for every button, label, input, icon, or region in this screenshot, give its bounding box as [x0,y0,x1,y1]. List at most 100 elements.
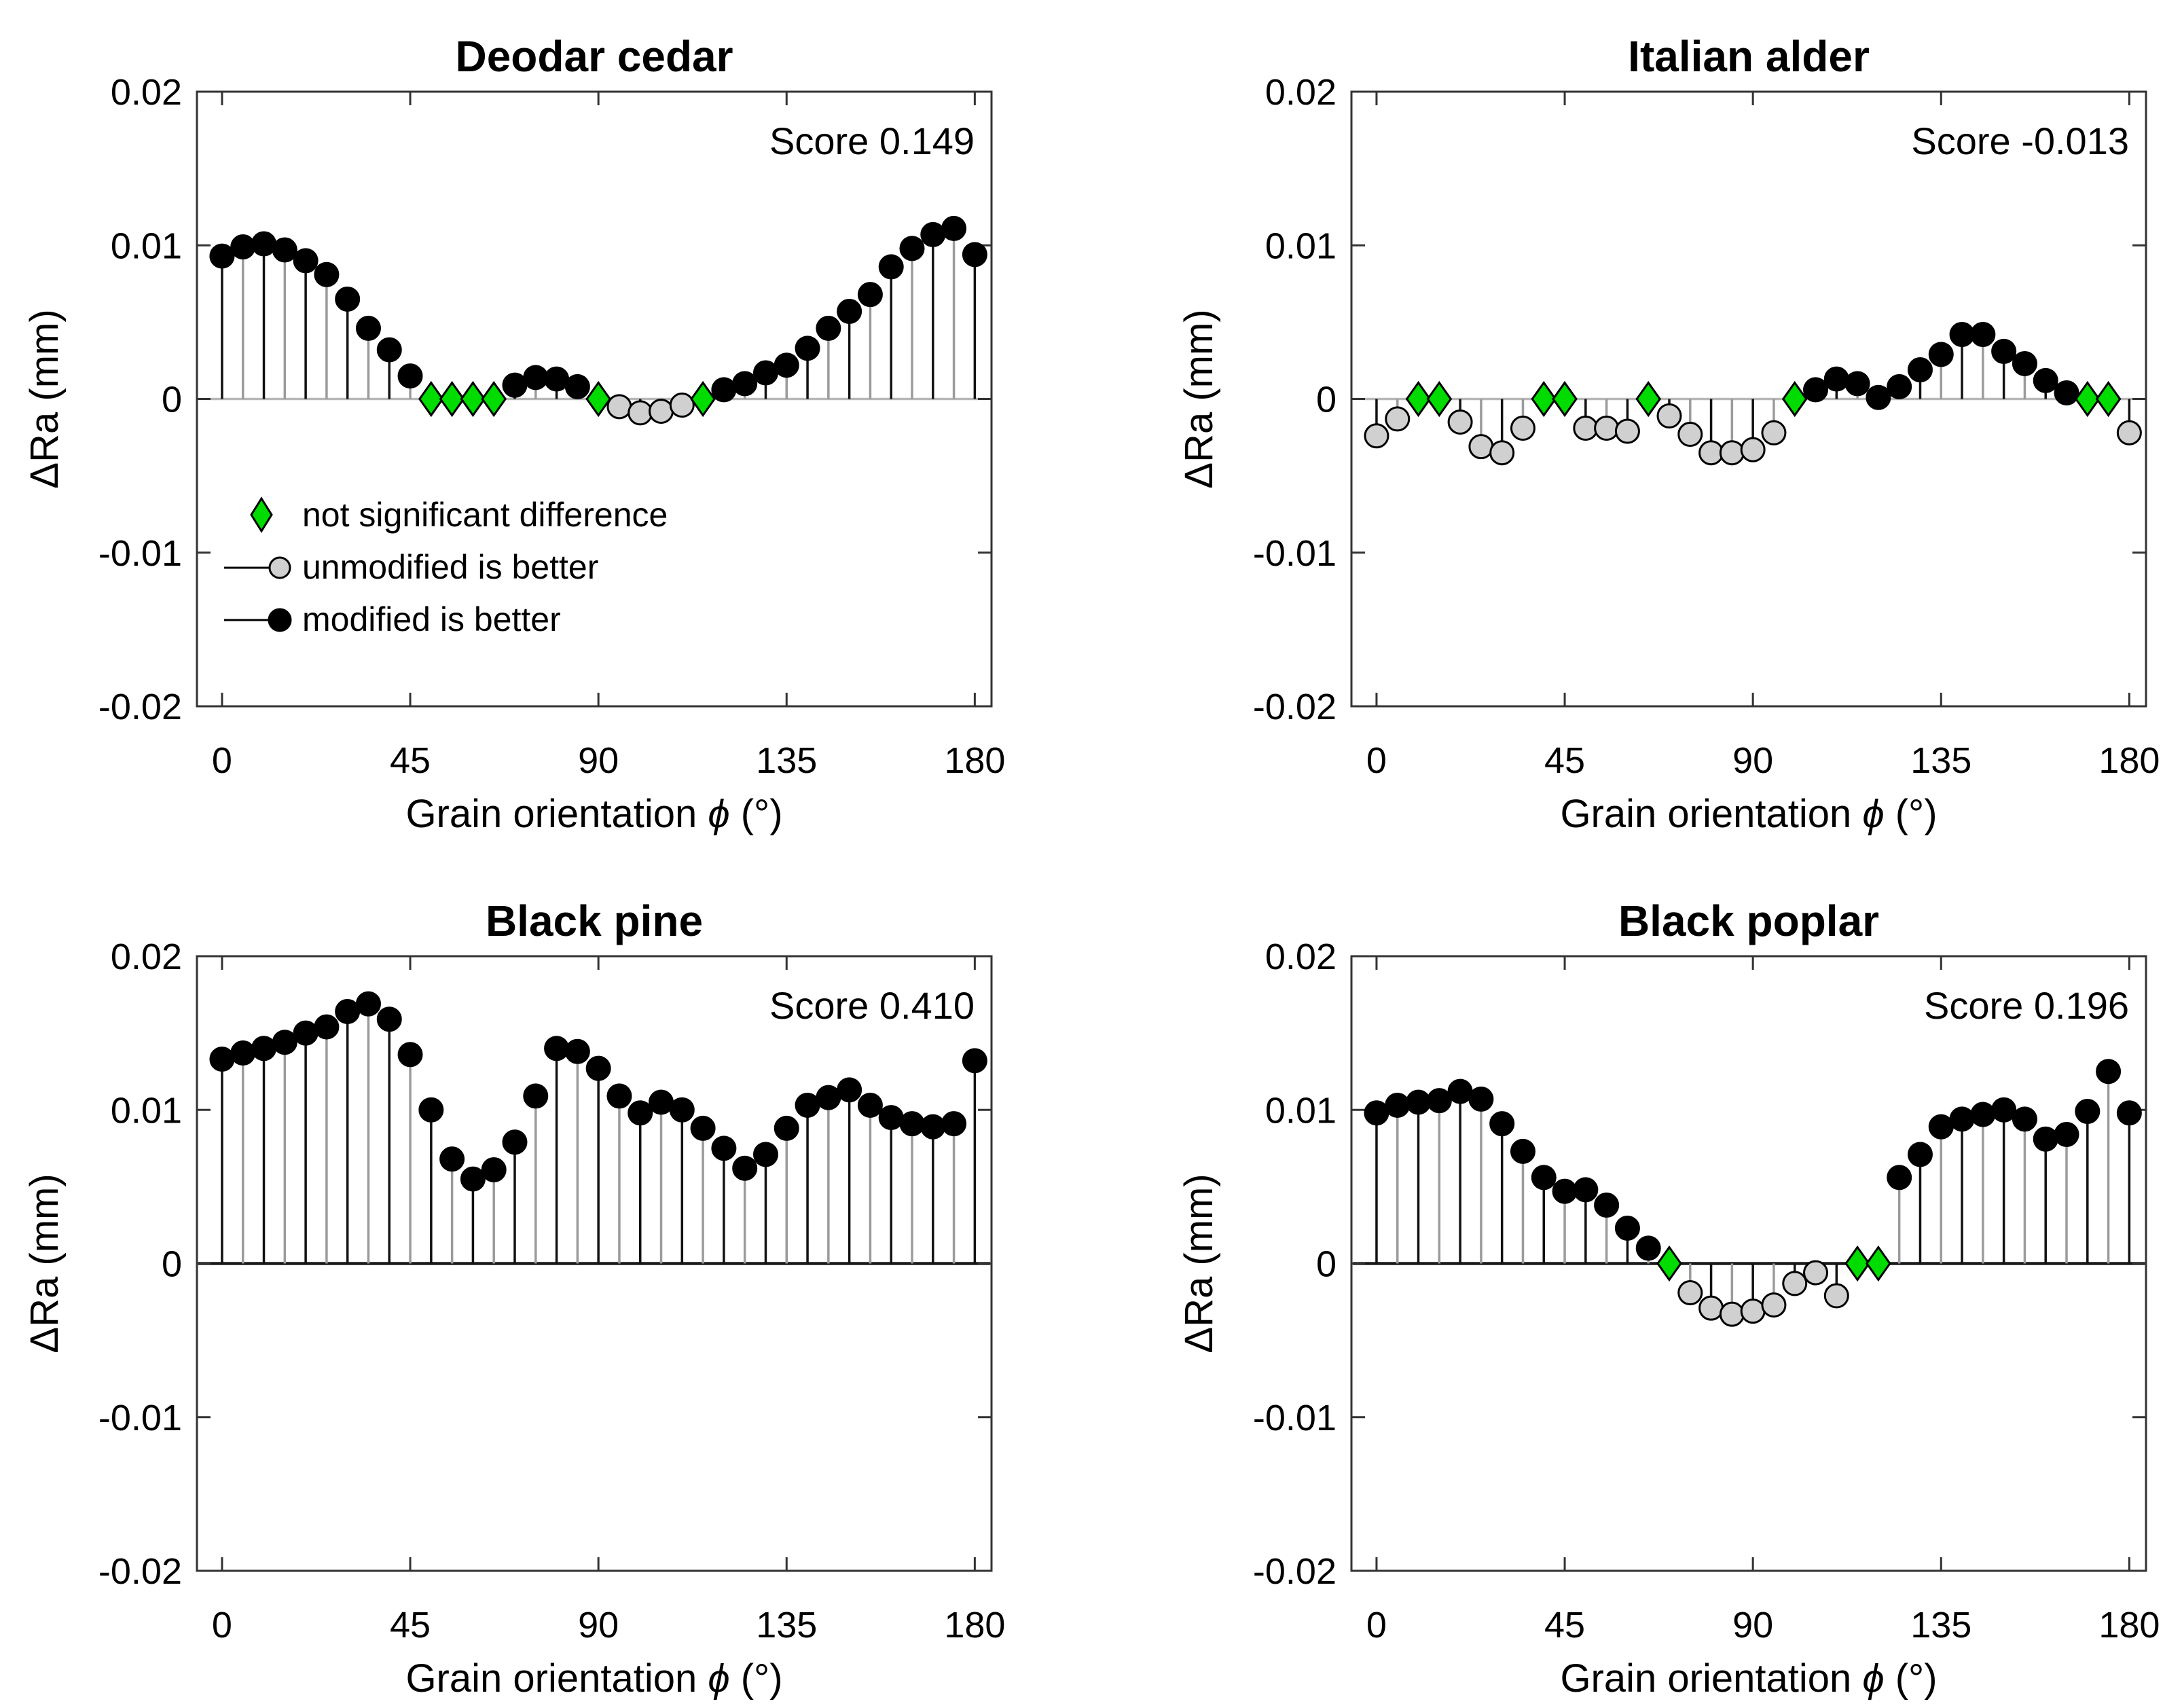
y-tick-label: -0.02 [1253,687,1337,727]
not-significant-diamond-marker [585,380,611,418]
modified-better-marker [774,1115,799,1141]
modified-better-marker [1406,1089,1432,1115]
x-axis-label: Grain orientation ϕ (°) [405,1656,782,1701]
modified-better-marker [1907,357,1933,383]
modified-better-marker [230,1040,256,1066]
modified-better-marker [439,1146,465,1172]
modified-better-marker [2033,367,2058,393]
legend-item-label: unmodified is better [302,548,598,586]
unmodified-better-marker [2116,420,2142,446]
unmodified-better-marker [1823,1283,1849,1309]
modified-better-marker [920,1114,946,1140]
modified-better-marker [1531,1165,1557,1191]
modified-better-marker [523,1083,549,1109]
unmodified-better-marker [1677,422,1703,448]
y-tick-label: -0.02 [98,1551,182,1592]
legend-item-label: not significant difference [302,496,668,534]
tick-marks-group [197,955,992,1572]
y-axis-label: ΔRa (mm) [1177,309,1221,488]
modified-better-marker [1970,1102,1996,1127]
score-annotation: Score -0.013 [1911,120,2129,162]
not-significant-diamond-marker [1635,380,1662,418]
modified-better-marker [209,243,235,269]
unmodified-better-marker [1698,440,1724,466]
unmodified-better-marker [1803,1260,1829,1286]
modified-better-marker [1385,1092,1411,1118]
y-tick-label: -0.01 [98,533,182,574]
modified-better-marker [460,1166,486,1192]
y-tick-label: 0 [162,380,182,420]
modified-better-marker [1928,1114,1954,1140]
subplot-title: Deodar cedar [455,32,733,81]
modified-better-marker [2033,1126,2058,1152]
x-tick-label: 0 [1366,1605,1387,1646]
modified-better-marker [502,372,528,398]
y-tick-label: 0 [162,1244,182,1285]
modified-better-marker [2054,1121,2079,1147]
modified-better-marker [1614,1215,1640,1241]
not-significant-diamond-marker [690,380,716,418]
modified-better-marker [1991,1097,2017,1123]
modified-better-marker [962,1048,987,1074]
modified-better-marker [293,1020,319,1046]
unmodified-better-marker [1656,403,1682,429]
modified-better-marker [690,1115,716,1141]
y-tick-label: 0.02 [1265,937,1337,977]
y-tick-label: -0.01 [1253,533,1337,574]
tick-marks-group [1351,90,2146,708]
modified-better-marker [1970,321,1996,347]
legend-open-circle-icon [268,556,291,579]
modified-better-marker [606,1083,632,1109]
x-tick-label: 90 [578,740,619,781]
modified-better-marker [564,1038,590,1064]
not-significant-diamond-marker [1405,380,1432,418]
subplot-italian-alder: 0 45 90 135 180 0.02 0.01 0 -0.01 -0.02 Italian al… [1177,32,2160,836]
unmodified-better-marker [1719,440,1745,466]
modified-better-marker [1447,1078,1473,1104]
not-significant-diamond-marker [1426,380,1453,418]
modified-better-marker [544,366,570,392]
x-tick-label: 0 [212,740,232,781]
modified-better-marker [251,231,277,257]
x-tick-label: 45 [1544,740,1585,781]
legend-item-label: modified is better [302,600,561,638]
y-tick-label: 0.02 [1265,72,1337,113]
stems-group [221,1004,977,1264]
x-tick-label: 0 [212,1605,232,1646]
unmodified-better-marker [1573,415,1599,441]
modified-better-marker [481,1157,507,1182]
modified-better-marker [628,1100,653,1126]
unmodified-better-marker [1364,423,1389,449]
x-tick-label: 45 [390,740,431,781]
y-tick-label: 0 [1316,1244,1337,1285]
y-axis-label: ΔRa (mm) [1177,1174,1221,1353]
unmodified-better-marker [1761,1292,1787,1318]
unmodified-better-marker [1698,1295,1724,1321]
modified-better-marker [732,371,758,397]
unmodified-better-marker [1614,418,1640,444]
unmodified-better-marker [1761,420,1787,446]
unmodified-better-marker [1510,415,1535,441]
unmodified-better-marker [1468,434,1494,460]
x-tick-label: 45 [1544,1605,1585,1646]
x-tick-label: 0 [1366,740,1387,781]
unmodified-better-marker [669,393,695,418]
unmodified-better-marker [1489,440,1515,466]
legend: not significant difference unmodified is … [224,496,668,638]
subplot-black-pine: 0 45 90 135 180 0.02 0.01 0 -0.01 -0.02 Black pine… [22,896,1005,1701]
modified-better-marker [899,236,925,261]
y-axis-label: ΔRa (mm) [22,1174,67,1353]
modified-better-marker [795,335,820,361]
modified-better-marker [251,1036,277,1061]
y-tick-label: -0.02 [98,687,182,727]
y-tick-label: -0.01 [1253,1398,1337,1438]
modified-better-marker [585,1055,611,1081]
unmodified-better-marker [1719,1301,1745,1327]
subplot-title: Italian alder [1628,32,1870,81]
not-significant-diamond-marker [1552,380,1578,418]
modified-better-marker [1949,321,1975,347]
modified-better-marker [397,363,423,389]
modified-better-marker [1489,1111,1515,1137]
modified-better-marker [752,1142,778,1167]
